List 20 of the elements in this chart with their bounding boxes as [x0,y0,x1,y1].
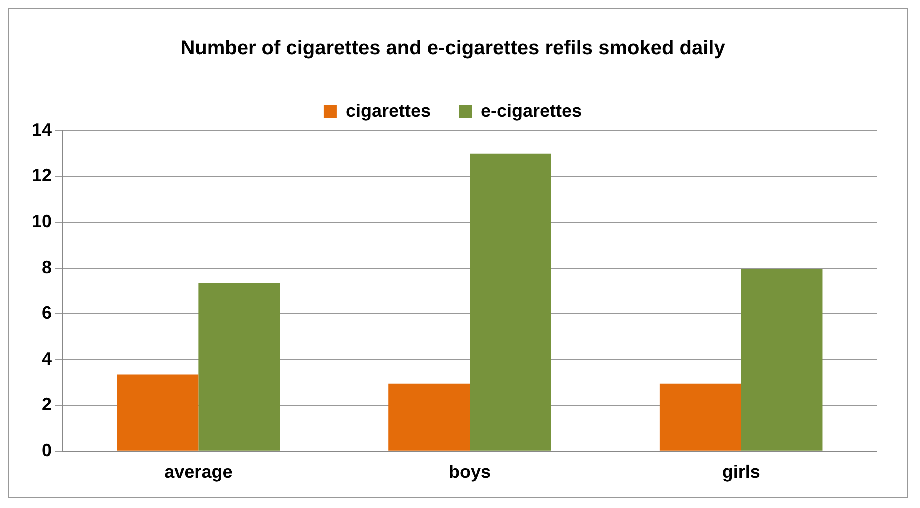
bar [660,384,742,451]
y-tick-label: 10 [32,212,52,232]
bar [117,374,199,451]
y-tick-label: 8 [42,257,52,278]
bar [198,283,280,451]
legend-label: cigarettes [346,100,431,121]
bar [741,269,823,451]
chart-title: Number of cigarettes and e-cigarettes refils smoked daily [180,38,726,60]
bar [388,384,470,451]
y-tick-label: 2 [42,394,52,415]
bar [470,154,552,451]
y-tick-label: 4 [42,348,52,369]
y-tick-label: 12 [32,166,52,186]
x-tick-label: average [164,462,233,482]
y-tick-label: 6 [42,303,52,324]
x-tick-label: boys [449,462,492,482]
legend-label: e-cigarettes [481,100,582,121]
y-tick-label: 14 [32,120,52,140]
y-tick-label: 0 [42,440,52,460]
x-tick-label: girls [722,462,760,482]
